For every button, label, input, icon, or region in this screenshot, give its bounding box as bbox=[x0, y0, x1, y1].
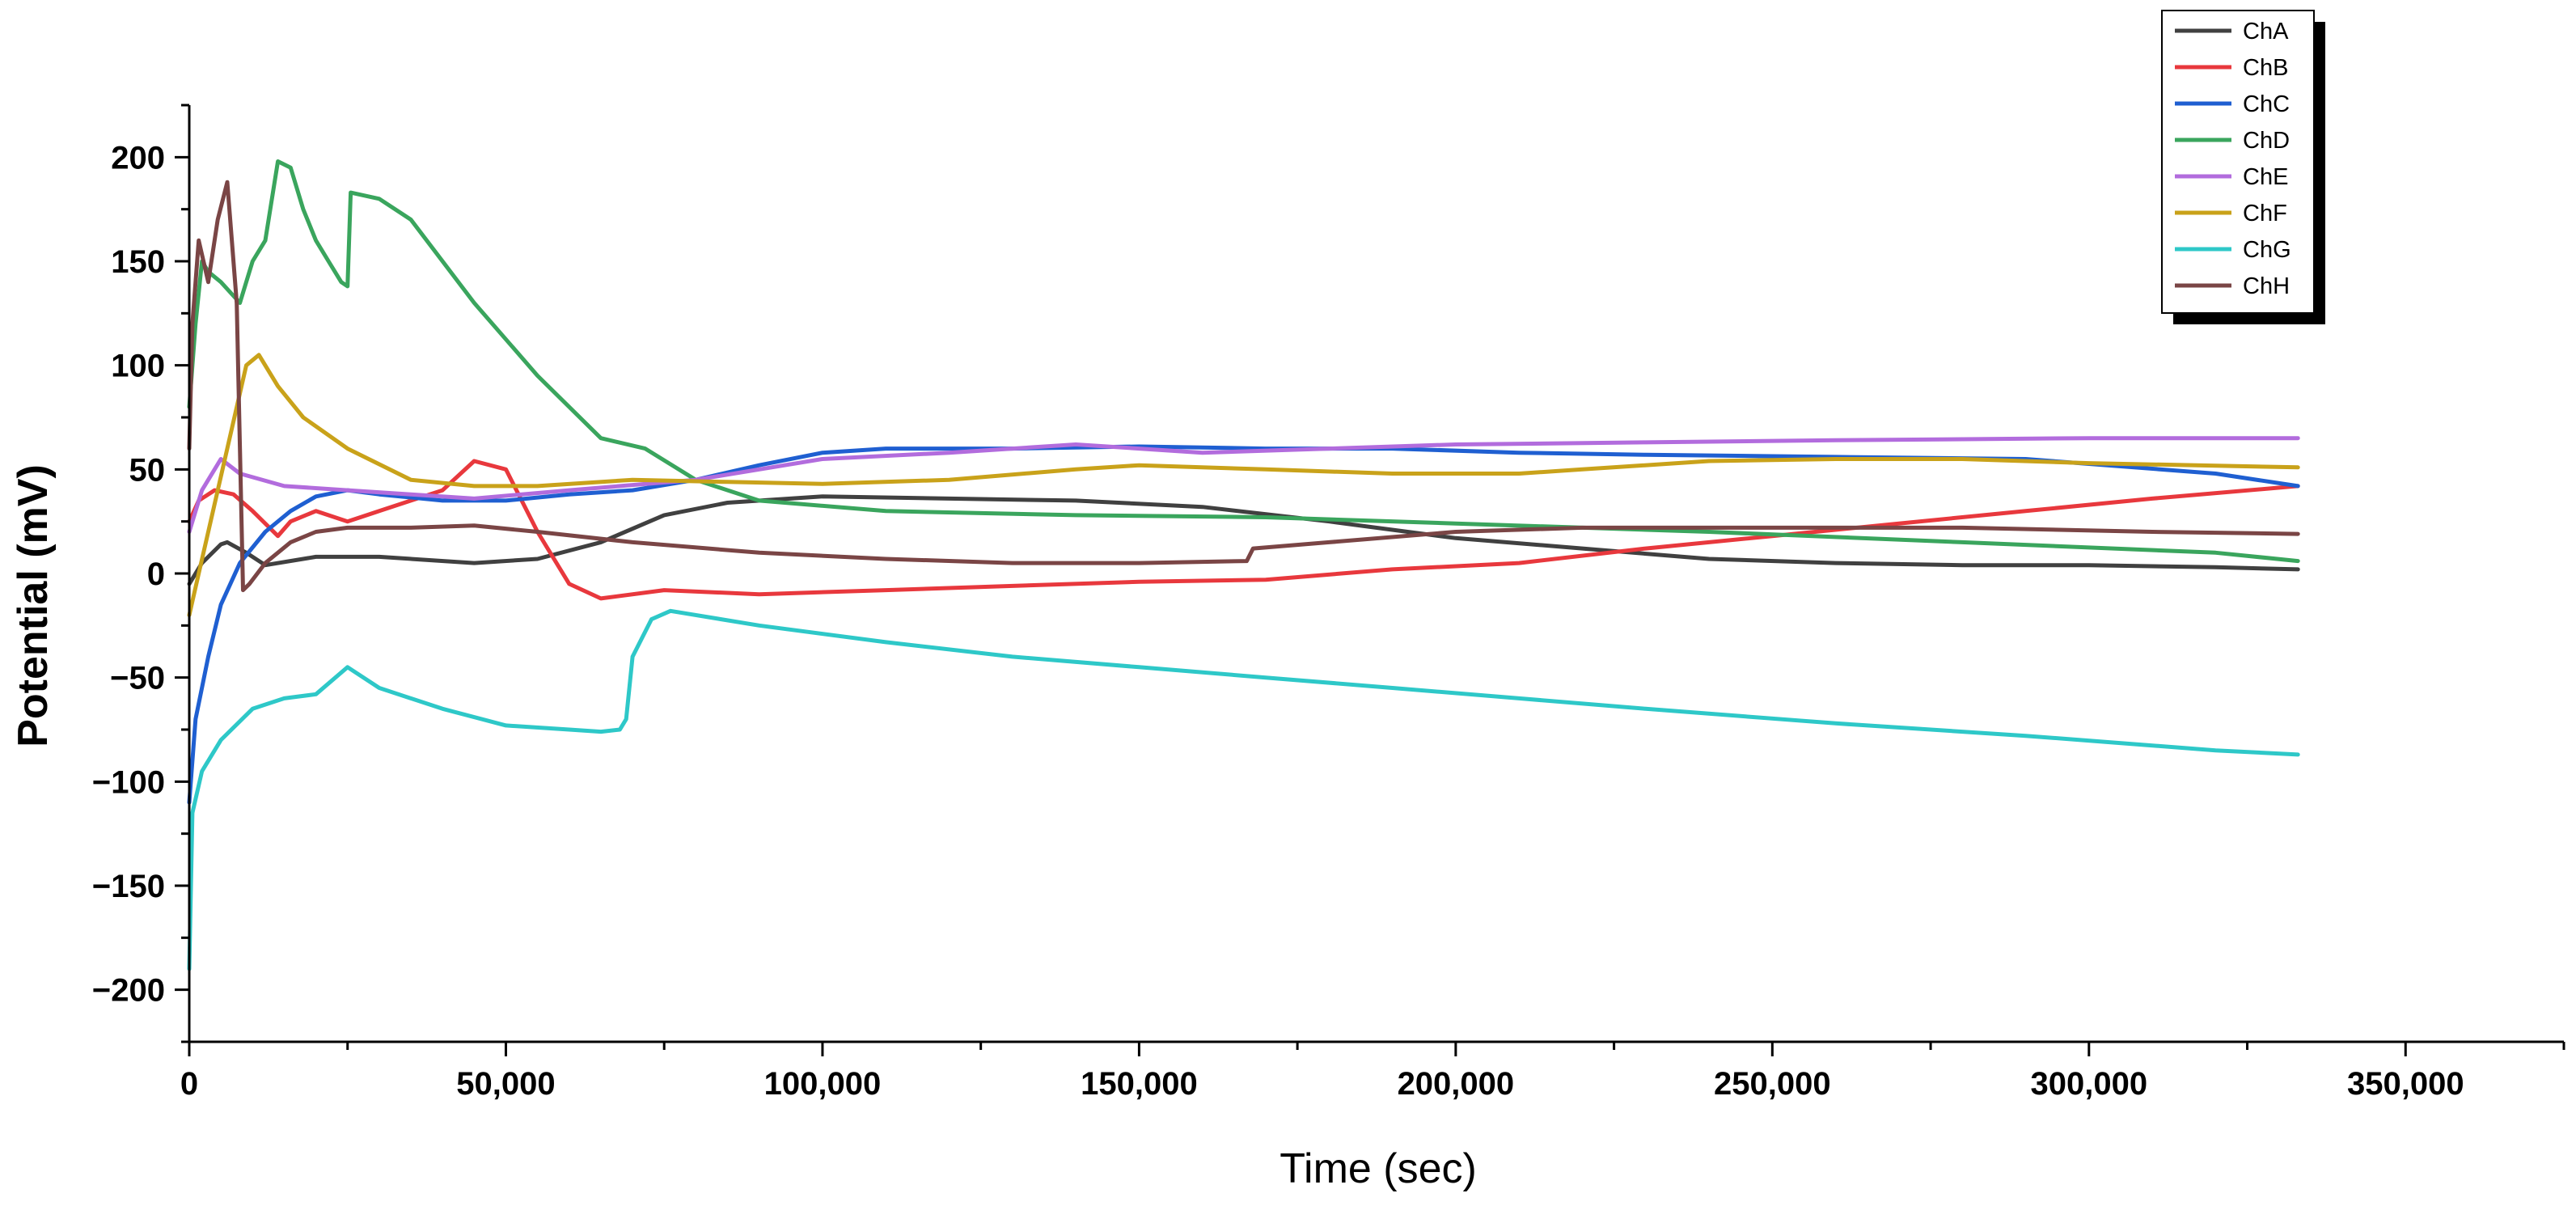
legend-box bbox=[2161, 10, 2315, 314]
x-axis-title: Time (sec) bbox=[1280, 1145, 1477, 1192]
series-line-chg bbox=[187, 608, 2300, 971]
series-line-chd bbox=[187, 159, 2300, 564]
y-tick-label: 0 bbox=[147, 556, 165, 592]
y-tick-label: −100 bbox=[92, 764, 165, 800]
x-tick-label: 200,000 bbox=[1398, 1066, 1515, 1102]
series-layer bbox=[187, 159, 2300, 971]
series-line-cha bbox=[187, 494, 2300, 586]
x-tick-label: 0 bbox=[180, 1066, 198, 1102]
y-tick-label: 50 bbox=[129, 452, 166, 488]
series-line-chc bbox=[187, 444, 2300, 805]
y-tick-label: 150 bbox=[111, 244, 165, 280]
legend-label-chc: ChC bbox=[2243, 91, 2290, 117]
x-tick-label: 150,000 bbox=[1081, 1066, 1198, 1102]
x-tick-label: 300,000 bbox=[2031, 1066, 2148, 1102]
legend-label-chb: ChB bbox=[2243, 55, 2288, 81]
legend-label-chd: ChD bbox=[2243, 128, 2290, 154]
legend-label-chf: ChF bbox=[2243, 201, 2287, 226]
x-axis-ticks: 0 50,000 100,000 150,000 200,000 250,000 300,0… bbox=[180, 1042, 2565, 1102]
y-tick-label: −200 bbox=[92, 973, 165, 1009]
series-line-chh bbox=[187, 180, 2300, 593]
series-line-che bbox=[187, 436, 2300, 534]
legend-label-chg: ChG bbox=[2243, 237, 2291, 263]
y-tick-label: 200 bbox=[111, 140, 165, 176]
x-tick-label: 100,000 bbox=[764, 1066, 882, 1102]
series-line-chb bbox=[187, 459, 2300, 601]
legend-label-che: ChE bbox=[2243, 164, 2288, 190]
series-line-chf bbox=[187, 353, 2300, 617]
legend-label-cha: ChA bbox=[2243, 19, 2289, 44]
y-tick-label: −150 bbox=[92, 869, 165, 904]
y-axis-ticks: −200 −150 −100 −50 0 50 100 150 200 bbox=[92, 104, 189, 1043]
x-tick-label: 350,000 bbox=[2347, 1066, 2464, 1102]
legend: ChA ChB ChC ChD ChE ChF ChG ChH bbox=[2161, 10, 2325, 324]
y-tick-label: 100 bbox=[111, 349, 165, 384]
y-axis-title: Potential (mV) bbox=[10, 464, 57, 747]
y-tick-label: −50 bbox=[110, 661, 165, 696]
x-tick-label: 250,000 bbox=[1714, 1066, 1831, 1102]
x-tick-label: 50,000 bbox=[456, 1066, 555, 1102]
legend-label-chh: ChH bbox=[2243, 273, 2290, 299]
